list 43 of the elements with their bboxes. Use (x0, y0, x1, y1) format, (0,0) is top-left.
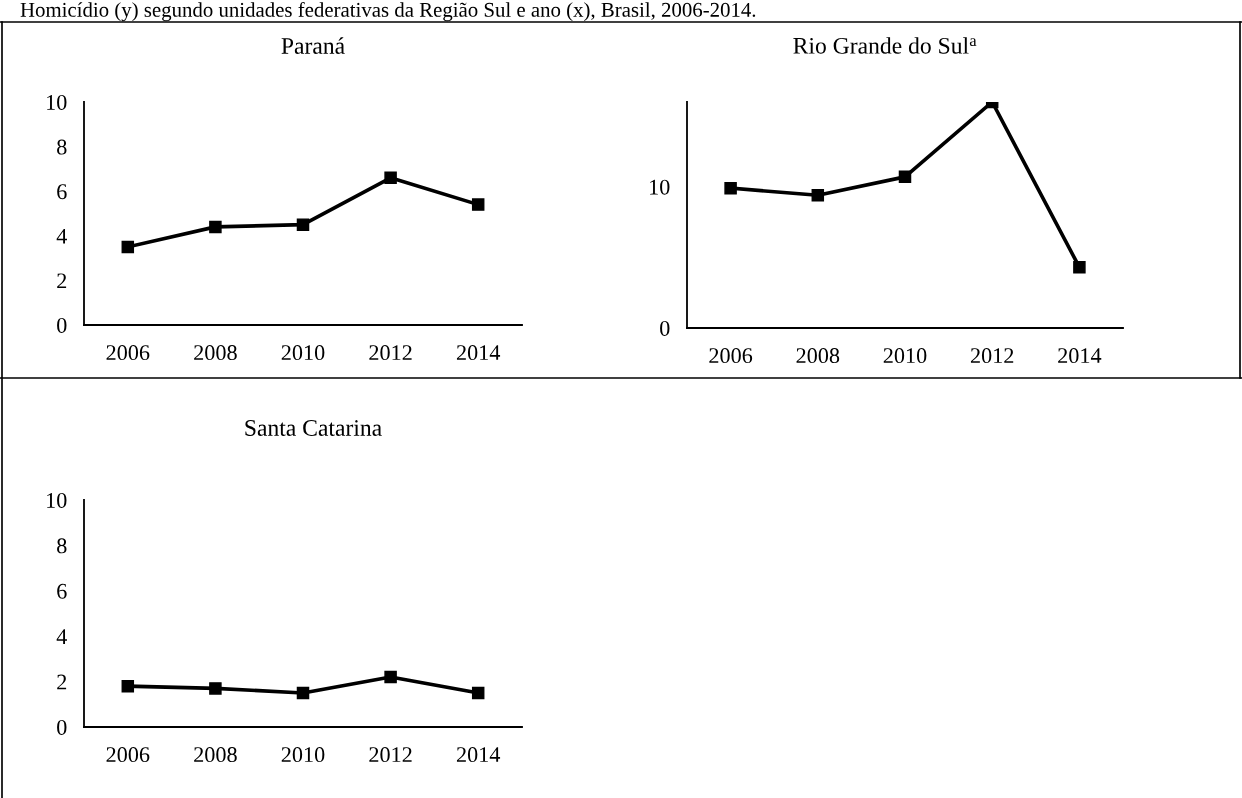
x-tick-label: 2006 (106, 345, 150, 361)
point (384, 670, 397, 684)
point (384, 171, 397, 185)
x-tick-label: 2010 (281, 747, 325, 763)
y-tick-label: 2 (57, 273, 67, 289)
x-tick-label: 2008 (194, 747, 237, 763)
chart-title: Paraná (281, 37, 345, 54)
y-tick-label: 8 (57, 139, 67, 155)
point (121, 240, 135, 254)
x-tick-label: 2008 (194, 345, 237, 361)
x-tick-label: 2010 (281, 345, 325, 361)
point (121, 679, 135, 693)
y-tick-label: 8 (57, 538, 67, 554)
x-tick-label: 2014 (456, 345, 501, 361)
y-tick-label: 10 (650, 179, 670, 195)
y-tick-label: 0 (57, 719, 67, 735)
x-tick-label: 2012 (369, 345, 412, 361)
point (209, 682, 222, 695)
point (209, 220, 222, 234)
x-tick-label: 2006 (709, 348, 753, 364)
point (296, 218, 310, 231)
y-tick-label: 10 (47, 94, 67, 110)
x-tick-label: 2008 (796, 348, 840, 364)
y-tick-label: 0 (57, 317, 67, 333)
point (471, 686, 485, 700)
y-tick-label: 4 (56, 629, 67, 644)
y-tick-label: 2 (57, 674, 67, 690)
x-tick-label: 2006 (106, 747, 150, 763)
point (296, 686, 310, 700)
x-tick-label: 2014 (1058, 348, 1102, 364)
x-tick-label: 2012 (970, 348, 1014, 364)
chart-title: Rio Grande do Sul$^{a}$ (793, 37, 977, 54)
y-tick-label: 10 (47, 492, 67, 508)
x-tick-label: 2012 (369, 747, 412, 763)
x-tick-label: 2010 (883, 348, 927, 364)
y-tick-label: 6 (57, 583, 67, 599)
text: Homicídio (y) segundo unidades federativas da Região Sul e ano (x), Brasil, 2006-2014. (20, 2, 756, 22)
x-tick-label: 2014 (456, 747, 501, 763)
y-tick-label: 0 (660, 320, 670, 336)
point (471, 198, 485, 211)
y-tick-label: 6 (57, 184, 67, 200)
chart-title: Santa Catarina (245, 420, 382, 436)
y-tick-label: 4 (56, 228, 67, 244)
